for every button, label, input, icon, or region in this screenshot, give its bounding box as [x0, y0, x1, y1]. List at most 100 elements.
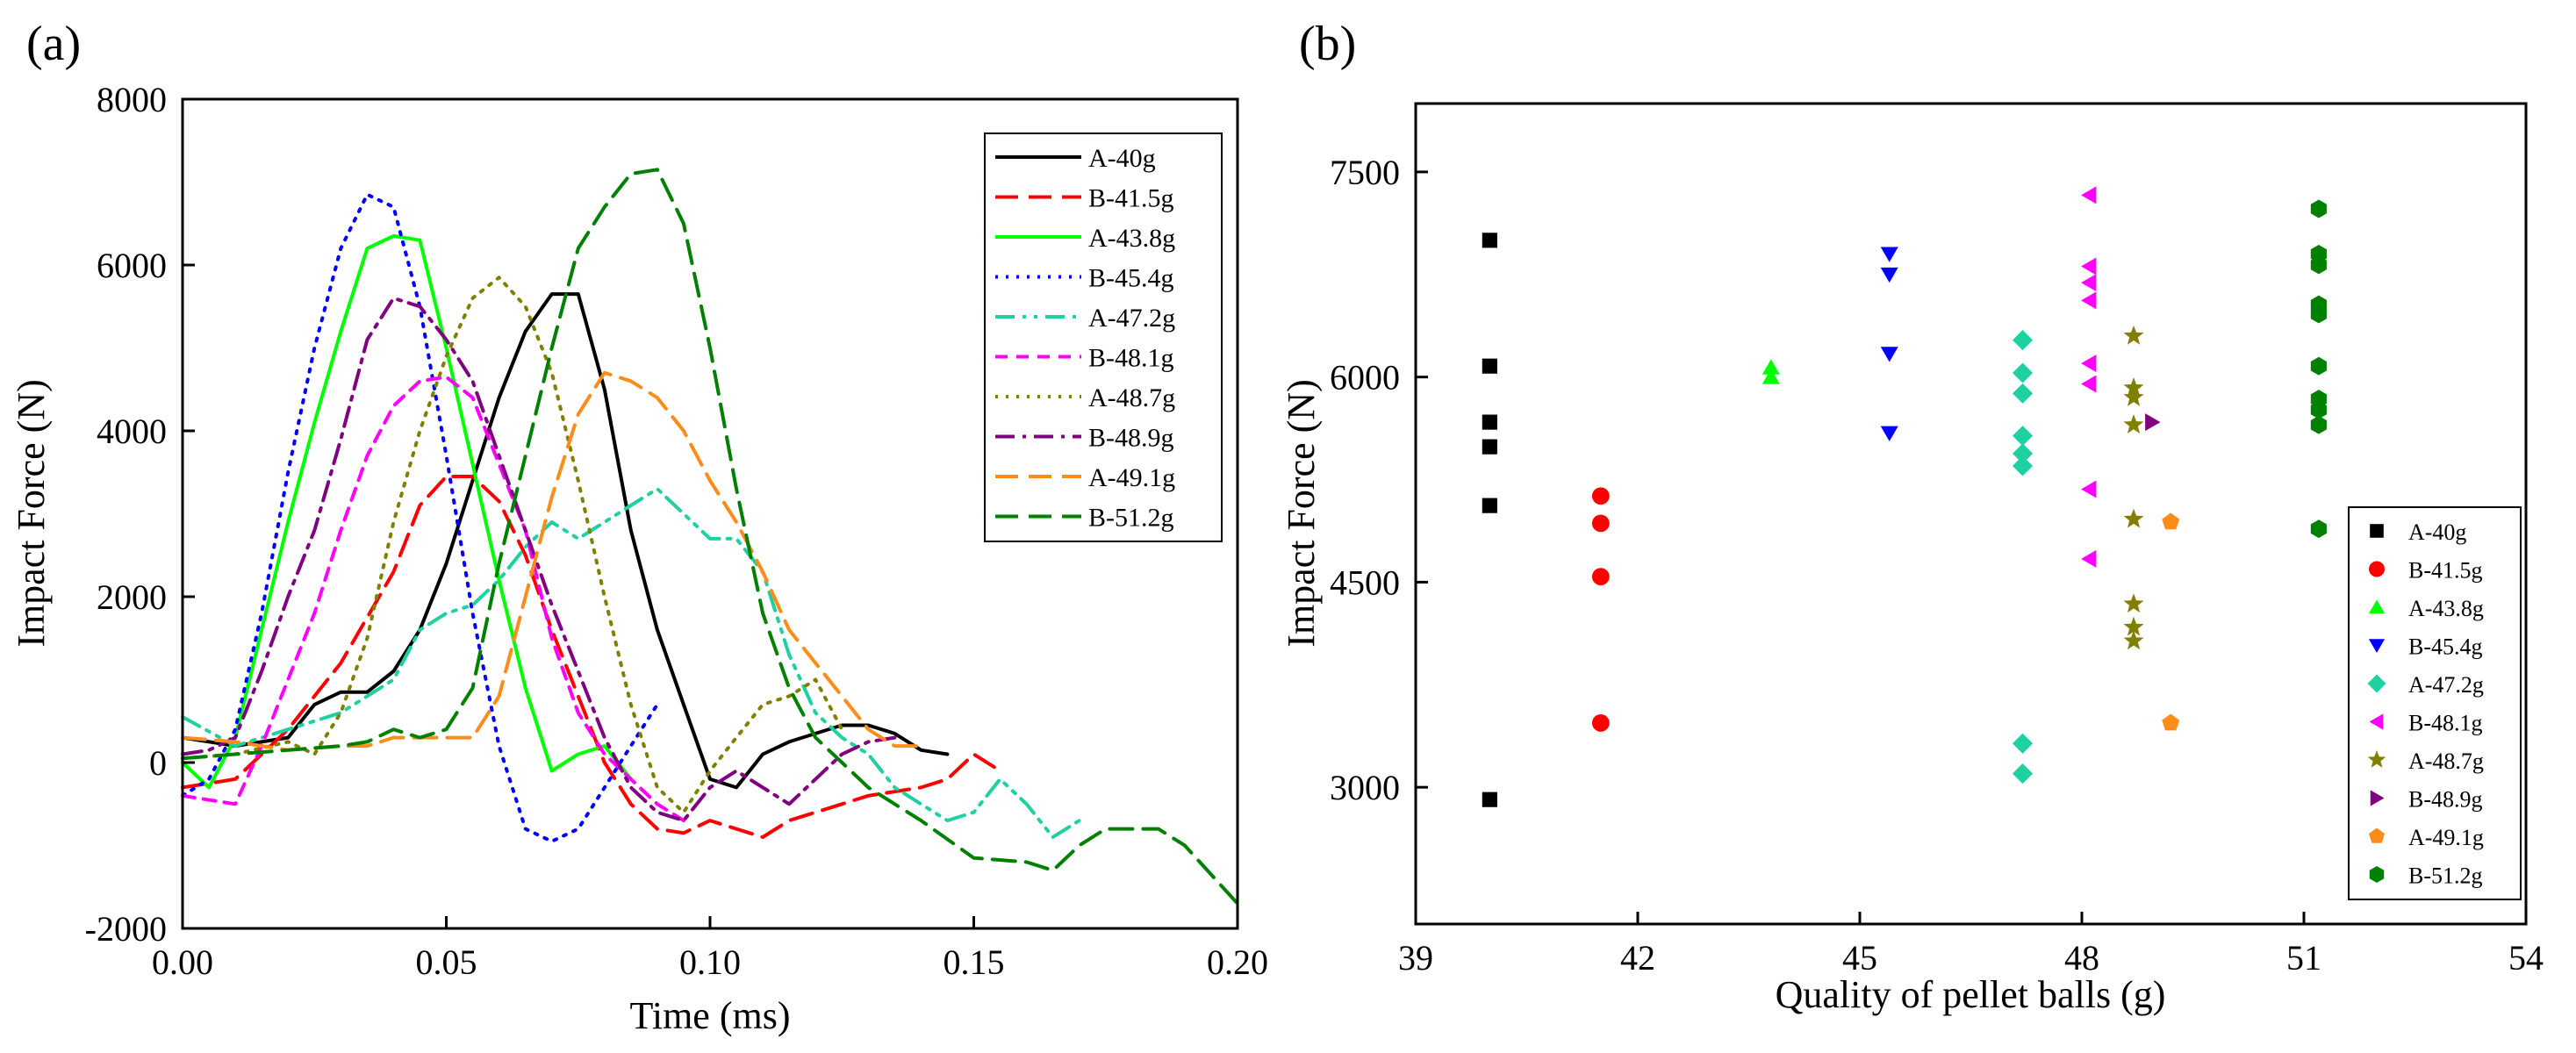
legend-label-b-45-4g: B-45.4g	[1088, 264, 1174, 293]
panel-a-y-axis-title: Impact Force (N)	[10, 379, 53, 647]
y-tick-label: 2000	[97, 577, 167, 617]
panel-a-legend: A-40g B-41.5g A-43.8g B-45.4g A-47.2g B-48.1g…	[984, 133, 1223, 542]
legend-marker-b-48-9g	[2370, 790, 2385, 806]
point-b-51-2g	[2310, 400, 2327, 419]
point-b-51-2g	[2310, 356, 2327, 376]
legend-label-a-48-7g: A-48.7g	[2408, 749, 2484, 774]
point-a-40g	[1482, 414, 1497, 430]
panel-a-label: (a)	[26, 17, 81, 71]
y-tick-label: 3000	[1330, 768, 1400, 807]
point-b-45-4g	[1880, 426, 1898, 441]
y-tick-label: 4000	[97, 412, 167, 451]
point-a-47-2g	[2012, 455, 2034, 476]
legend-marker-b-41-5g	[2369, 561, 2385, 577]
x-tick-label: 39	[1398, 938, 1433, 978]
line-series-a-48-7g	[181, 276, 844, 814]
x-tick-label: 42	[1620, 938, 1655, 978]
point-b-48-1g	[2081, 355, 2097, 373]
line-series-b-48-1g	[181, 375, 685, 823]
x-tick-label: 51	[2286, 938, 2321, 978]
y-tick-label: 6000	[97, 246, 167, 285]
legend-label-b-48-9g: B-48.9g	[2408, 787, 2483, 813]
legend-marker-a-48-7g	[2367, 750, 2386, 768]
panel-b-axis-ticks: 39 42 45 48 51 54 3000 4500 6000 7500	[1330, 153, 2544, 978]
legend-label-a-47-2g: A-47.2g	[1088, 304, 1175, 333]
point-b-48-1g	[2081, 375, 2097, 393]
line-series-b-48-9g	[181, 296, 897, 823]
point-a-47-2g	[2012, 426, 2034, 447]
x-tick-label: 0.00	[152, 942, 213, 982]
panel-a-series-lines	[181, 168, 1239, 906]
legend-label-b-48-1g: B-48.1g	[1088, 344, 1174, 373]
point-a-47-2g	[2012, 362, 2034, 383]
point-a-48-7g	[2123, 414, 2144, 433]
point-b-41-5g	[1591, 568, 1610, 586]
legend-marker-b-51-2g	[2369, 866, 2385, 883]
point-b-51-2g	[2310, 415, 2327, 434]
legend-marker-a-47-2g	[2367, 674, 2386, 693]
panel-b-y-axis-title: Impact Force (N)	[1280, 379, 1323, 647]
legend-marker-b-48-1g	[2369, 713, 2384, 730]
point-a-48-7g	[2123, 386, 2144, 406]
x-tick-label: 48	[2064, 938, 2099, 978]
point-a-40g	[1482, 233, 1497, 248]
point-a-48-7g	[2123, 616, 2144, 636]
y-tick-label: -2000	[85, 909, 167, 949]
legend-label-a-43-8g: A-43.8g	[2408, 596, 2484, 621]
panel-b-series-points	[1482, 186, 2327, 807]
panel-b-legend: A-40g B-41.5g A-43.8g B-45.4g A-47.2g B-48.1g…	[2348, 506, 2522, 900]
point-a-40g	[1482, 792, 1497, 807]
point-a-49-1g	[2162, 512, 2180, 530]
line-series-b-51-2g	[181, 168, 1239, 906]
panel-a-axis-ticks: 0.00 0.05 0.10 0.15 0.20 -2000 0 2000 4000 6000 80…	[85, 80, 1268, 982]
point-a-40g	[1482, 439, 1497, 455]
point-a-47-2g	[2012, 383, 2034, 404]
legend-marker-a-49-1g	[2368, 827, 2386, 843]
point-a-43-8g	[1762, 369, 1780, 384]
point-a-40g	[1482, 358, 1497, 374]
point-a-47-2g	[2012, 763, 2034, 784]
point-b-48-1g	[2081, 480, 2097, 498]
x-tick-label: 54	[2508, 938, 2544, 978]
point-b-41-5g	[1591, 514, 1610, 533]
panel-b-label: (b)	[1299, 17, 1356, 71]
point-b-48-1g	[2081, 257, 2097, 276]
legend-label-a-40g: A-40g	[1088, 144, 1156, 173]
legend-label-a-49-1g: A-49.1g	[2408, 825, 2484, 850]
legend-label-a-47-2g: A-47.2g	[2408, 672, 2484, 698]
legend-label-b-48-1g: B-48.1g	[2408, 711, 2483, 736]
point-b-45-4g	[1880, 347, 1898, 362]
point-a-47-2g	[2012, 443, 2034, 464]
point-a-49-1g	[2162, 713, 2180, 731]
point-b-41-5g	[1591, 487, 1610, 505]
point-b-45-4g	[1880, 247, 1898, 262]
point-a-47-2g	[2012, 733, 2034, 754]
point-a-40g	[1482, 498, 1497, 513]
point-b-45-4g	[1880, 267, 1898, 283]
panel-b-plot-frame	[1414, 102, 2528, 926]
point-a-48-7g	[2123, 325, 2144, 345]
legend-marker-a-40g	[2370, 524, 2384, 538]
x-tick-label: 0.20	[1207, 942, 1268, 982]
legend-label-b-48-9g: B-48.9g	[1088, 424, 1174, 453]
point-b-48-1g	[2081, 186, 2097, 204]
point-b-51-2g	[2310, 519, 2327, 539]
y-tick-label: 4500	[1330, 562, 1400, 602]
legend-marker-a-43-8g	[2368, 599, 2386, 614]
line-series-a-49-1g	[181, 370, 923, 752]
point-a-48-7g	[2123, 508, 2144, 528]
point-b-48-1g	[2081, 291, 2097, 310]
x-tick-label: 0.10	[679, 942, 741, 982]
point-b-51-2g	[2310, 304, 2327, 324]
legend-label-b-51-2g: B-51.2g	[1088, 504, 1174, 533]
point-a-48-7g	[2123, 630, 2144, 650]
point-b-51-2g	[2310, 255, 2327, 275]
panel-a-x-axis-title: Time (ms)	[630, 994, 791, 1037]
point-a-48-7g	[2123, 593, 2144, 613]
legend-label-a-48-7g: A-48.7g	[1088, 383, 1175, 412]
y-tick-label: 6000	[1330, 358, 1400, 398]
y-tick-label: 8000	[97, 80, 167, 119]
line-series-a-43-8g	[181, 233, 633, 790]
panel-a-line-chart: (a) 0.00 0.05 0.10 0.15 0.20 -2000 0 2000 4000 60…	[10, 17, 1268, 1037]
